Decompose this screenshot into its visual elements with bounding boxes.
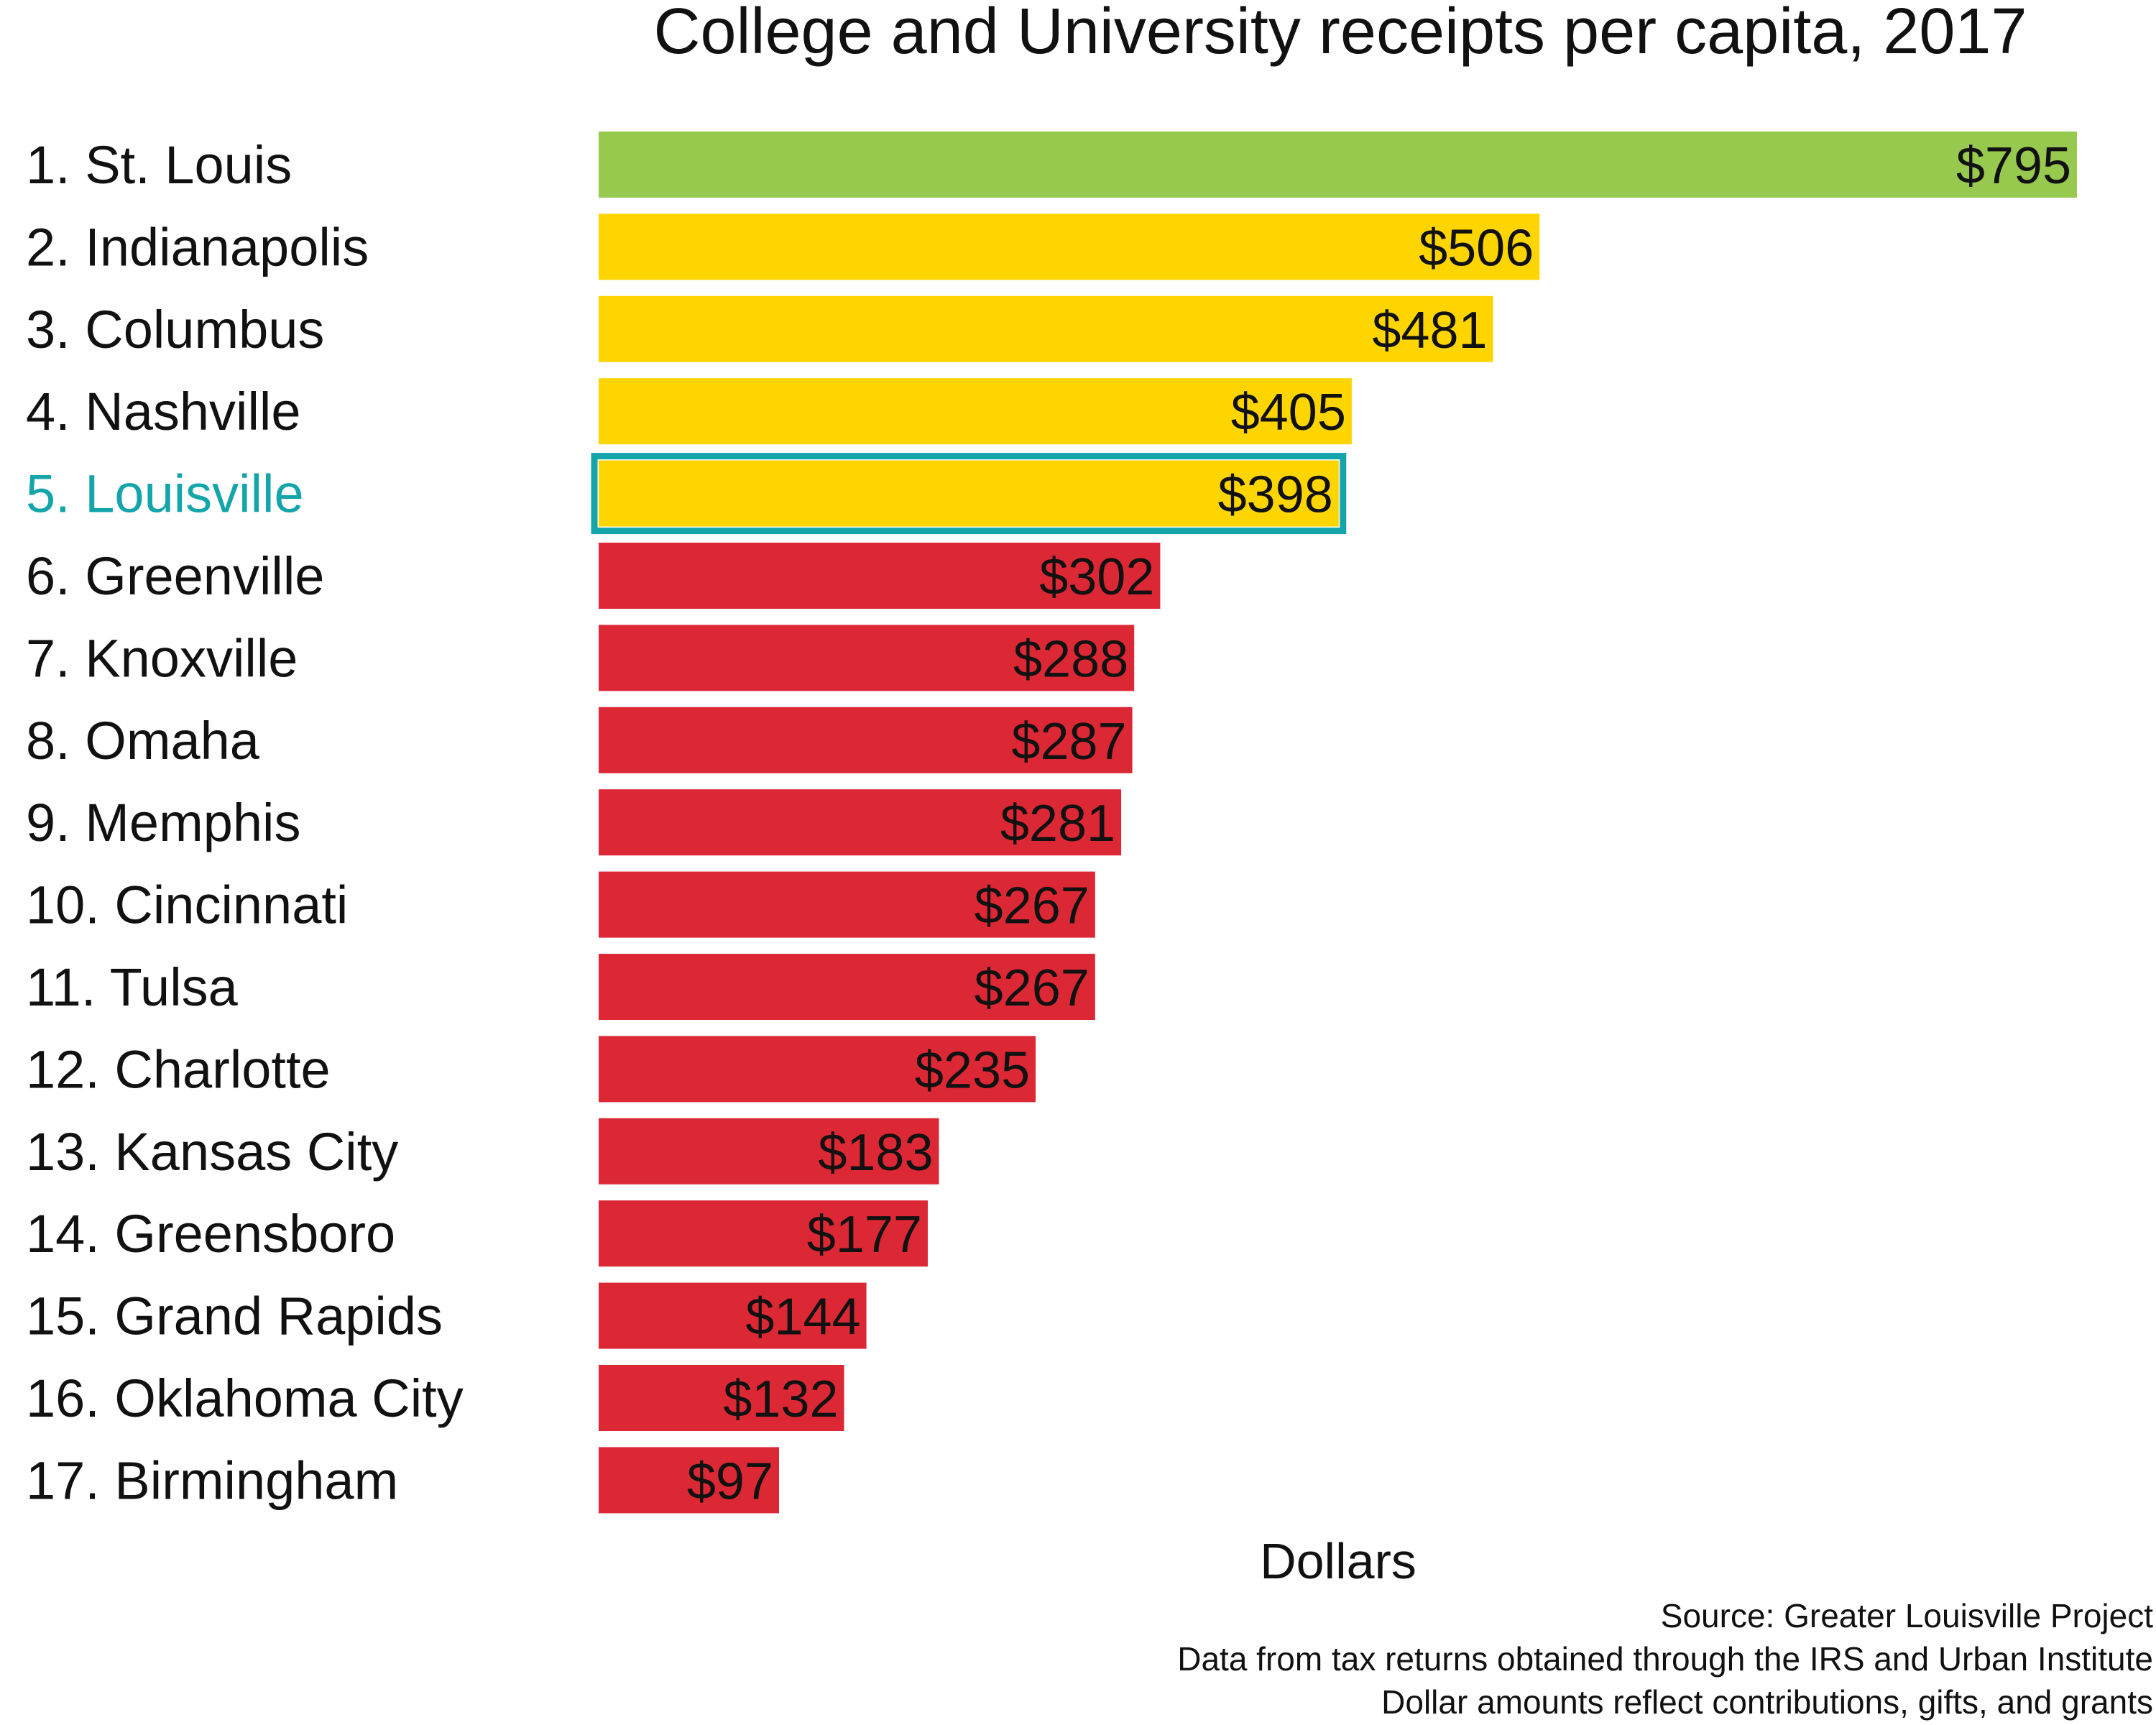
bar [599, 213, 1540, 280]
bar [599, 1365, 844, 1431]
source-note: Data from tax returns obtained through t… [1177, 1640, 2153, 1678]
value-label: $267 [975, 960, 1089, 1017]
category-label: 5. Louisville [26, 464, 304, 524]
value-label: $281 [1000, 795, 1115, 852]
value-label: $144 [745, 1289, 860, 1346]
bar [599, 1282, 867, 1349]
chart-title: College and University receipts per capi… [653, 0, 2027, 68]
category-label: 13. Kansas City [26, 1122, 398, 1182]
category-label: 16. Oklahoma City [26, 1368, 464, 1428]
bar [599, 1447, 779, 1514]
bar [599, 295, 1493, 362]
value-label: $267 [975, 878, 1089, 935]
value-label: $302 [1039, 548, 1154, 606]
category-label: 9. Memphis [26, 793, 300, 852]
value-label: $288 [1013, 630, 1128, 688]
source-note: Dollar amounts reflect contributions, gi… [1381, 1683, 2153, 1721]
value-label: $183 [818, 1124, 933, 1182]
source-note: Source: Greater Louisville Project [1661, 1597, 2153, 1634]
category-label: 4. Nashville [26, 382, 301, 441]
category-label: 8. Omaha [26, 711, 260, 770]
bar [599, 460, 1339, 527]
category-label: 11. Tulsa [26, 957, 239, 1017]
category-label: 12. Charlotte [26, 1039, 331, 1099]
category-label: 3. Columbus [26, 300, 324, 359]
category-label: 7. Knoxville [26, 628, 298, 688]
x-axis-label: Dollars [1260, 1533, 1416, 1589]
bar [599, 625, 1135, 691]
category-label: 14. Greensboro [26, 1204, 395, 1264]
category-label: 10. Cincinnati [26, 875, 348, 935]
value-label: $177 [807, 1206, 922, 1264]
bars [591, 132, 2077, 1514]
bar [599, 789, 1122, 856]
value-label: $132 [723, 1371, 838, 1428]
bar [599, 543, 1161, 609]
value-label: $405 [1231, 384, 1346, 441]
category-label: 6. Greenville [26, 546, 324, 606]
source-notes: Source: Greater Louisville Project Data f… [1177, 1597, 2153, 1721]
bar-highlight-outline [591, 453, 1347, 535]
value-label: $795 [1956, 137, 2071, 195]
bar [599, 707, 1133, 773]
value-label: $97 [687, 1453, 773, 1510]
category-labels: 1. St. Louis 2. Indianapolis 3. Columbus 4.… [26, 135, 464, 1510]
value-labels: $795 $506 $481 $405 $398 $302 $288 $287 $281 $267… [687, 137, 2071, 1510]
category-label: 1. St. Louis [26, 135, 292, 195]
value-label: $506 [1419, 219, 1534, 277]
bar [599, 1200, 928, 1267]
value-label: $481 [1372, 302, 1487, 359]
value-label: $287 [1011, 713, 1126, 770]
bar [599, 378, 1352, 445]
value-label: $398 [1218, 466, 1333, 524]
bar [599, 132, 2077, 198]
bar [599, 871, 1095, 938]
bar [599, 954, 1095, 1020]
category-label: 15. Grand Rapids [26, 1287, 443, 1346]
value-label: $235 [915, 1041, 1030, 1099]
category-label: 17. Birmingham [26, 1450, 398, 1510]
bar [599, 1118, 939, 1184]
bar [599, 1036, 1036, 1103]
category-label: 2. Indianapolis [26, 217, 369, 277]
